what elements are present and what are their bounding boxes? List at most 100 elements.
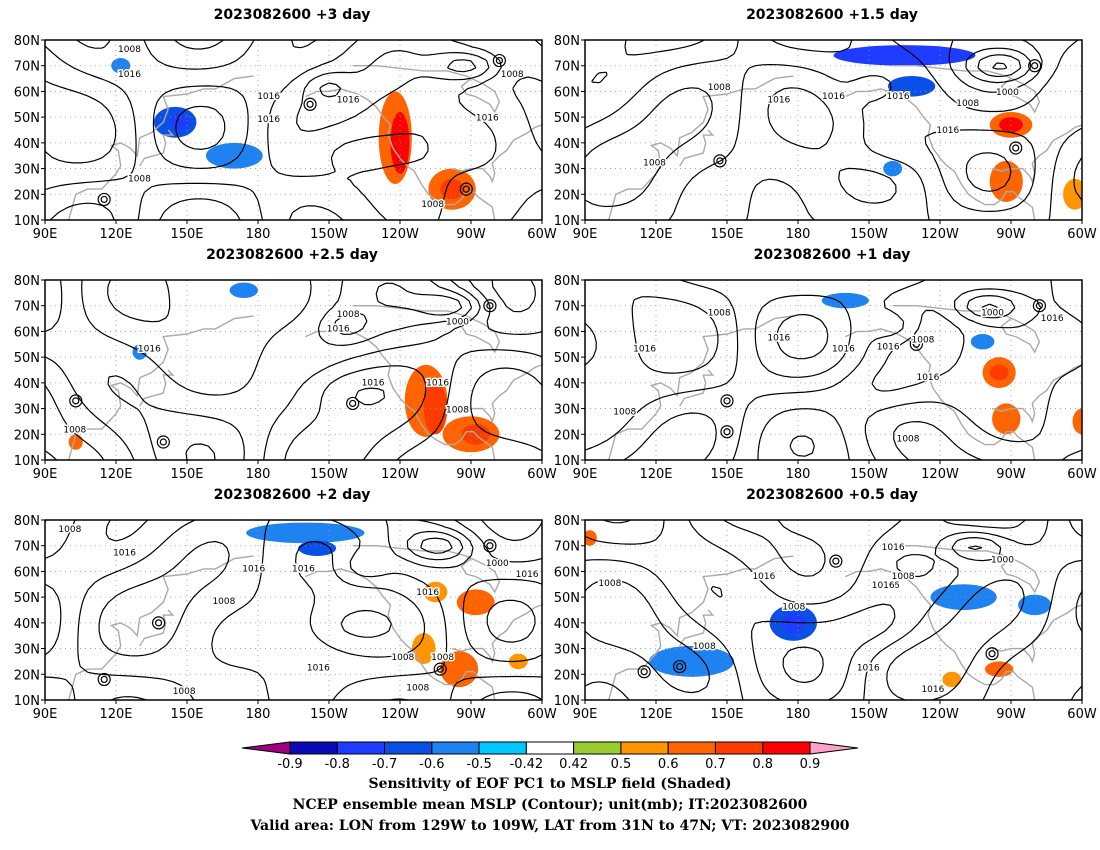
pressure-center-contour <box>723 428 731 436</box>
coastline <box>608 555 794 700</box>
pressure-center-contour <box>1035 302 1044 310</box>
contour-label: 1008 <box>173 687 196 697</box>
pressure-center-contour <box>69 394 83 408</box>
colorbar-box <box>384 741 433 755</box>
colorbar-label: -0.8 <box>325 757 350 772</box>
lat-tick-label: 40N <box>14 617 40 632</box>
pressure-center-contour <box>720 425 734 439</box>
lon-tick-label: 150W <box>850 227 888 242</box>
colorbar-label: 0.7 <box>705 757 726 772</box>
coastline <box>68 75 254 220</box>
lon-tick-label: 180 <box>786 707 811 722</box>
contour-label: 1000 <box>981 308 1004 318</box>
colorbar-box <box>478 741 527 755</box>
lat-tick-label: 10N <box>554 694 580 709</box>
contour-label: 1016 <box>416 588 439 598</box>
lat-tick-label: 60N <box>14 325 40 340</box>
sensitivity-shading <box>883 160 903 177</box>
lat-tick-label: 70N <box>554 540 580 555</box>
map-panel-3: 1016 1008 1016 1008 1000 1016 1016 1008 10N 20N 30… <box>14 274 557 482</box>
lon-tick-label: 150E <box>170 467 203 482</box>
lon-tick-label: 60W <box>1067 707 1097 722</box>
contour-label: 1000 <box>446 317 469 327</box>
lon-tick-label: 120W <box>381 227 419 242</box>
lat-tick-label: 40N <box>554 377 580 392</box>
contour-label: 1016 <box>242 565 265 575</box>
pressure-center-contour <box>723 397 731 405</box>
pressure-center-contour <box>72 397 80 405</box>
pressure-center-contour <box>1012 144 1020 152</box>
lon-tick-label: 90W <box>996 227 1026 242</box>
lon-tick-label: 120W <box>921 227 959 242</box>
colorbar-label: 0.42 <box>559 757 588 772</box>
lon-tick-label: 150W <box>310 467 348 482</box>
contour-label: 1008 <box>782 602 805 612</box>
sensitivity-shading <box>246 522 365 544</box>
lon-tick-label: 90E <box>33 707 58 722</box>
mslp-contour <box>45 520 542 700</box>
mslp-contour <box>185 282 463 460</box>
map-panel-2: 1008 1016 1008 1016 1008 1016 1016 1000 10N 20N 30… <box>554 34 1097 242</box>
coastline <box>991 604 1082 664</box>
pressure-center-contour <box>1028 59 1042 73</box>
contour-label: 1008 <box>212 597 235 607</box>
lon-tick-label: 150W <box>850 467 888 482</box>
lon-tick-label: 120W <box>381 467 419 482</box>
lon-tick-label: 90E <box>573 467 598 482</box>
lon-tick-label: 120W <box>921 707 959 722</box>
contour-label: 1016 <box>916 373 939 383</box>
lat-tick-label: 10N <box>554 214 580 229</box>
contour-label: 1008 <box>956 99 979 109</box>
lat-tick-label: 60N <box>554 325 580 340</box>
map-panel-5: 1008 1016 1008 1016 1016 1016 1000 1016 1008 1016… <box>14 514 557 722</box>
lon-tick-label: 90E <box>33 227 58 242</box>
coastline <box>139 129 175 167</box>
lon-tick-label: 150W <box>310 227 348 242</box>
map-frame <box>44 39 543 221</box>
contour-label: 1008 <box>337 310 360 320</box>
contour-label: 1008 <box>501 70 524 80</box>
lon-tick-label: 120E <box>639 227 672 242</box>
lat-tick-label: 20N <box>14 668 40 683</box>
colorbar-label: 0.5 <box>611 757 632 772</box>
coastline <box>608 315 794 460</box>
lat-tick-label: 40N <box>554 137 580 152</box>
sensitivity-shading <box>989 160 1023 202</box>
colorbar-label: -0.6 <box>419 757 444 772</box>
lat-tick-label: 40N <box>14 377 40 392</box>
contour-label: 1008 <box>118 45 141 55</box>
mslp-contour <box>965 152 1012 192</box>
lat-tick-label: 70N <box>14 300 40 315</box>
lon-tick-label: 60W <box>527 707 557 722</box>
pressure-center-contour <box>97 672 111 687</box>
lat-tick-label: 20N <box>554 428 580 443</box>
sensitivity-shading <box>970 334 995 350</box>
sensitivity-shading <box>205 142 263 169</box>
pressure-center-contour <box>832 557 840 565</box>
contour-label: 1008 <box>446 406 469 416</box>
lon-tick-label: 60W <box>527 467 557 482</box>
coastline <box>68 555 254 700</box>
pressure-center-contour <box>1009 141 1023 155</box>
coastline <box>68 315 254 460</box>
pressure-center-contour <box>912 340 920 348</box>
contour-label: 1008 <box>431 653 454 663</box>
lon-tick-label: 180 <box>246 227 271 242</box>
lon-tick-label: 90W <box>996 467 1026 482</box>
lat-tick-label: 20N <box>14 428 40 443</box>
lat-tick-label: 60N <box>14 85 40 100</box>
colorbar-box <box>762 741 811 755</box>
contour-label: 1008 <box>421 200 444 210</box>
lon-tick-label: 90E <box>33 467 58 482</box>
pressure-center-contour <box>100 675 108 684</box>
coastline <box>892 305 1041 354</box>
mslp-contour <box>175 105 226 150</box>
contour-label: 1008 <box>391 653 414 663</box>
pressure-center-contour <box>713 154 727 168</box>
mslp-contour <box>992 62 1008 70</box>
mslp-contour <box>45 280 542 460</box>
map-frame <box>584 39 1083 221</box>
pressure-center-contour <box>462 185 470 193</box>
map-panel-6: 1008101610081016101610081016100010161008… <box>554 514 1097 722</box>
mslp-contour <box>967 545 983 550</box>
